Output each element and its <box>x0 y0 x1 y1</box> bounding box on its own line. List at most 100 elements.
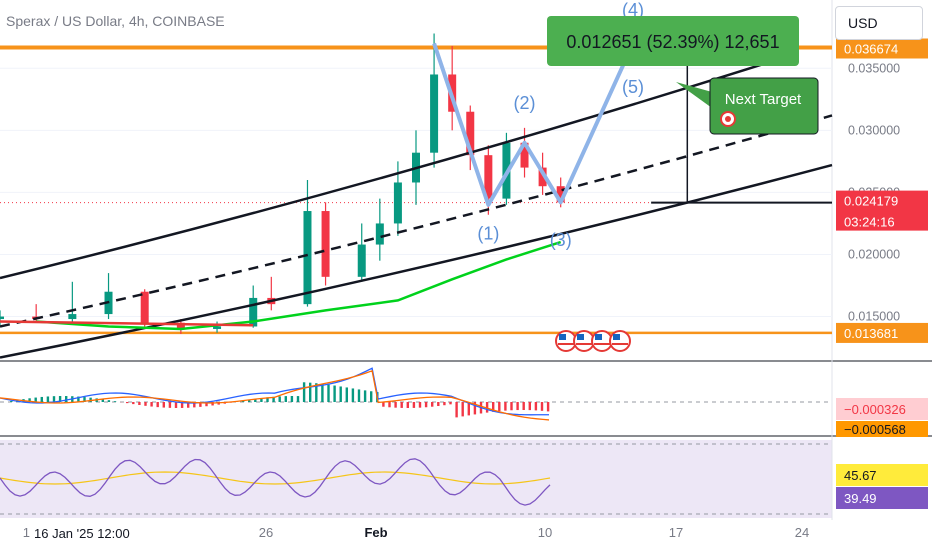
macd-histogram-bar <box>53 396 55 402</box>
macd-histogram-bar <box>150 402 152 407</box>
macd-label-1: −0.000326 <box>844 402 906 417</box>
price-tick-label: 0.015000 <box>848 310 900 324</box>
macd-histogram-bar <box>108 400 110 402</box>
macd-histogram-bar <box>547 402 549 411</box>
candle-body <box>358 245 366 277</box>
candle-body <box>430 74 438 152</box>
macd-histogram-bar <box>321 384 323 402</box>
macd-histogram-bar <box>504 402 506 411</box>
macd-histogram-bar <box>419 402 421 408</box>
time-tick-label: 26 <box>259 525 273 540</box>
candle-body <box>394 182 402 223</box>
macd-histogram-bar <box>346 387 348 402</box>
macd-label-2: −0.000568 <box>844 422 906 437</box>
price-tick-label: 0.030000 <box>848 123 900 137</box>
candle-body <box>376 223 384 244</box>
gain-box-text: 0.012651 (52.39%) 12,651 <box>566 32 779 52</box>
time-tick-label: Feb <box>364 525 387 540</box>
us-flag-icon-stripe <box>558 343 574 345</box>
macd-histogram-bar <box>425 402 427 407</box>
wave-label: (2) <box>514 93 536 113</box>
currency-label: USD <box>848 15 878 31</box>
us-flag-icon-stripe <box>612 343 628 345</box>
time-tick-label: 24 <box>795 525 809 540</box>
macd-histogram-bar <box>65 396 67 402</box>
price-tick-label: 0.035000 <box>848 61 900 75</box>
candle-body <box>141 292 149 323</box>
macd-histogram-bar <box>126 402 128 403</box>
macd-histogram-bar <box>431 402 433 407</box>
macd-histogram-bar <box>333 386 335 402</box>
rsi-label-1: 45.67 <box>844 468 877 483</box>
rsi-pane <box>0 440 832 518</box>
macd-histogram-bar <box>388 402 390 407</box>
macd-histogram-bar <box>370 391 372 402</box>
candle-body <box>322 211 330 277</box>
target-dart-icon-center <box>725 116 731 122</box>
crosshair-time-label: 16 Jan '25 12:00 <box>34 526 130 541</box>
candle-body <box>213 326 221 328</box>
macd-histogram-bar <box>516 402 518 410</box>
macd-histogram-bar <box>449 402 451 404</box>
candle-body <box>303 211 311 304</box>
macd-histogram-bar <box>352 388 354 402</box>
macd-histogram-bar <box>309 383 311 402</box>
macd-histogram-bar <box>407 402 409 408</box>
wave-label: (1) <box>477 224 499 244</box>
macd-histogram-bar <box>401 402 403 408</box>
price-label-support: 0.013681 <box>844 326 898 341</box>
macd-histogram-bar <box>297 396 299 402</box>
macd-histogram-bar <box>358 389 360 402</box>
macd-histogram-bar <box>455 402 457 417</box>
price-label-resistance: 0.036674 <box>844 41 898 56</box>
macd-histogram-bar <box>529 402 531 410</box>
macd-histogram-bar <box>279 396 281 402</box>
us-flag-icon-stripe <box>576 343 592 345</box>
macd-histogram-bar <box>175 402 177 408</box>
macd-histogram-bar <box>132 402 134 404</box>
macd-histogram-bar <box>114 401 116 402</box>
macd-histogram-bar <box>498 402 500 411</box>
next-target-label: Next Target <box>725 91 802 108</box>
macd-histogram-bar <box>327 385 329 402</box>
macd-histogram-bar <box>535 402 537 410</box>
wave-label: (5) <box>622 77 644 97</box>
wave-label: (3) <box>550 230 572 250</box>
us-flag-icon-canton <box>613 334 620 340</box>
macd-histogram-bar <box>10 401 12 402</box>
macd-histogram-bar <box>169 402 171 408</box>
macd-histogram-bar <box>394 402 396 408</box>
macd-histogram-bar <box>291 396 293 402</box>
macd-pane <box>0 363 832 435</box>
macd-histogram-bar <box>157 402 159 407</box>
us-flag-icon-canton <box>595 334 602 340</box>
chart-title: Sperax / US Dollar, 4h, COINBASE <box>6 13 225 29</box>
macd-histogram-bar <box>541 402 543 411</box>
us-flag-icon-stripe <box>594 343 610 345</box>
macd-histogram-bar <box>47 396 49 402</box>
macd-histogram-bar <box>138 402 140 405</box>
macd-histogram-bar <box>523 402 525 410</box>
currency-selector[interactable]: USD <box>835 6 923 40</box>
price-tick-label: 0.020000 <box>848 247 900 261</box>
macd-histogram-bar <box>285 396 287 402</box>
macd-histogram-bar <box>413 402 415 408</box>
macd-histogram-bar <box>163 402 165 408</box>
candle-body <box>68 314 76 319</box>
time-tick-label: 10 <box>538 525 552 540</box>
macd-histogram-bar <box>303 382 305 402</box>
time-tick-label: 17 <box>669 525 683 540</box>
macd-histogram-bar <box>443 402 445 405</box>
candle-body <box>0 317 4 319</box>
price-label-countdown: 03:24:16 <box>844 215 895 230</box>
macd-histogram-bar <box>462 402 464 416</box>
price-label-last: 0.024179 <box>844 194 898 209</box>
macd-histogram-bar <box>340 386 342 402</box>
macd-histogram-bar <box>144 402 146 406</box>
macd-histogram-bar <box>437 402 439 406</box>
macd-histogram-bar <box>364 390 366 402</box>
rsi-label-2: 39.49 <box>844 491 877 506</box>
macd-histogram-bar <box>510 402 512 410</box>
